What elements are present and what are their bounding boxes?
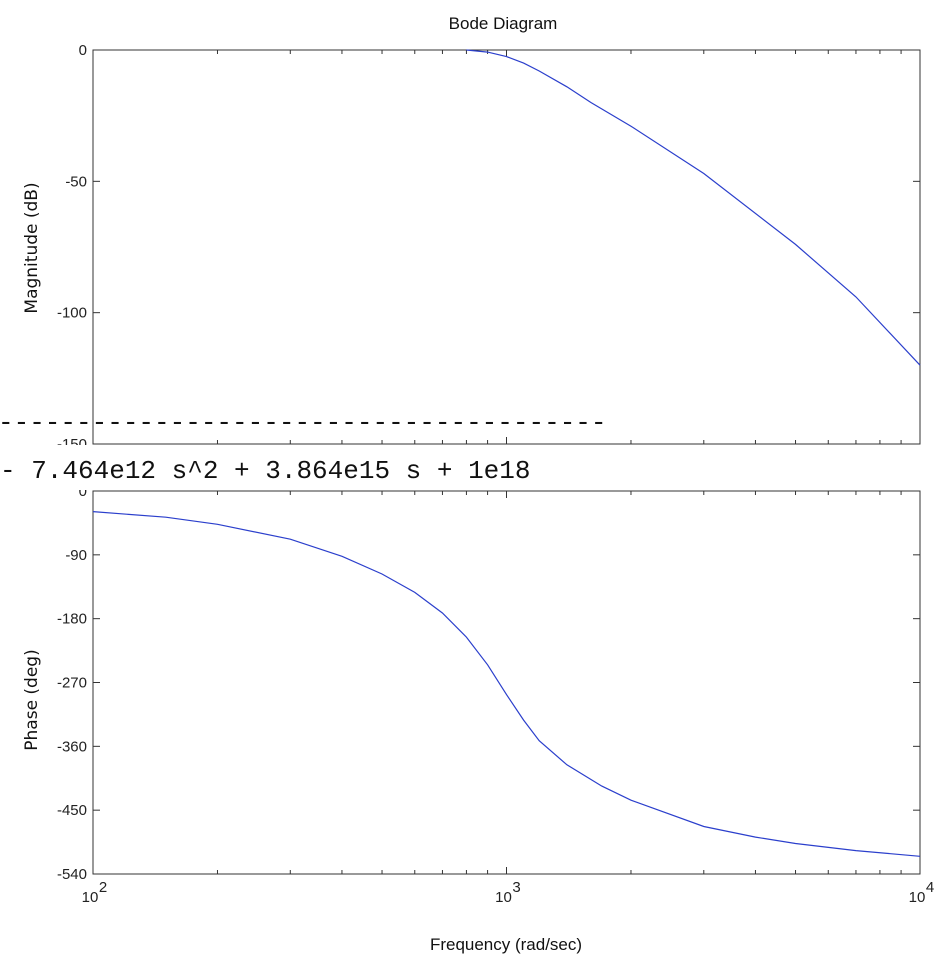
phase-x-ticks [92, 491, 921, 874]
magnitude-series-line [466, 49, 921, 366]
phase-ylabel: Phase (deg) [22, 649, 42, 750]
x-tick-label: 10 [909, 889, 926, 906]
x-tick-label: 10 [82, 889, 99, 906]
phase-series-line [92, 511, 921, 857]
magnitude-y-tick-label: 0 [79, 42, 87, 59]
overlay-text-background [0, 445, 640, 490]
x-axis-label: Frequency (rad/sec) [430, 935, 582, 954]
phase-y-tick-label: -360 [57, 738, 87, 755]
magnitude-y-tick-label: -100 [57, 305, 87, 322]
phase-y-tick-label: -270 [57, 675, 87, 692]
magnitude-ylabel: Magnitude (dB) [22, 182, 42, 313]
phase-y-tick-label: 0 [79, 483, 87, 500]
x-tick-label-exponent: 4 [926, 879, 934, 896]
overlay-dash-line: --------------------------------------- [0, 408, 607, 438]
phase-y-tick-label: -540 [57, 866, 87, 883]
phase-panel: 0-90-180-270-360-450-540 Phase (deg) 102… [22, 483, 934, 954]
x-tick-label-exponent: 2 [99, 879, 107, 896]
x-tick-label-exponent: 3 [512, 879, 520, 896]
magnitude-y-tick-label: -50 [65, 173, 87, 190]
phase-y-tick-label: -450 [57, 802, 87, 819]
chart-title: Bode Diagram [449, 14, 558, 33]
phase-axes-box [92, 490, 921, 875]
phase-y-tick-label: -180 [57, 611, 87, 628]
magnitude-axes-box [92, 49, 921, 445]
phase-y-ticks: 0 -90 -180 -270 -360 -450 -540 [57, 483, 920, 883]
x-tick-label: 10 [495, 889, 512, 906]
magnitude-x-ticks [92, 50, 921, 444]
magnitude-y-ticks: 0-50-100-150 [57, 42, 920, 453]
magnitude-panel: 0-50-100-150 Magnitude (dB) [22, 42, 921, 453]
phase-y-tick-label: -90 [65, 547, 87, 564]
overlay-equation-text: - 7.464e12 s^2 + 3.864e15 s + 1e18 [0, 456, 531, 486]
